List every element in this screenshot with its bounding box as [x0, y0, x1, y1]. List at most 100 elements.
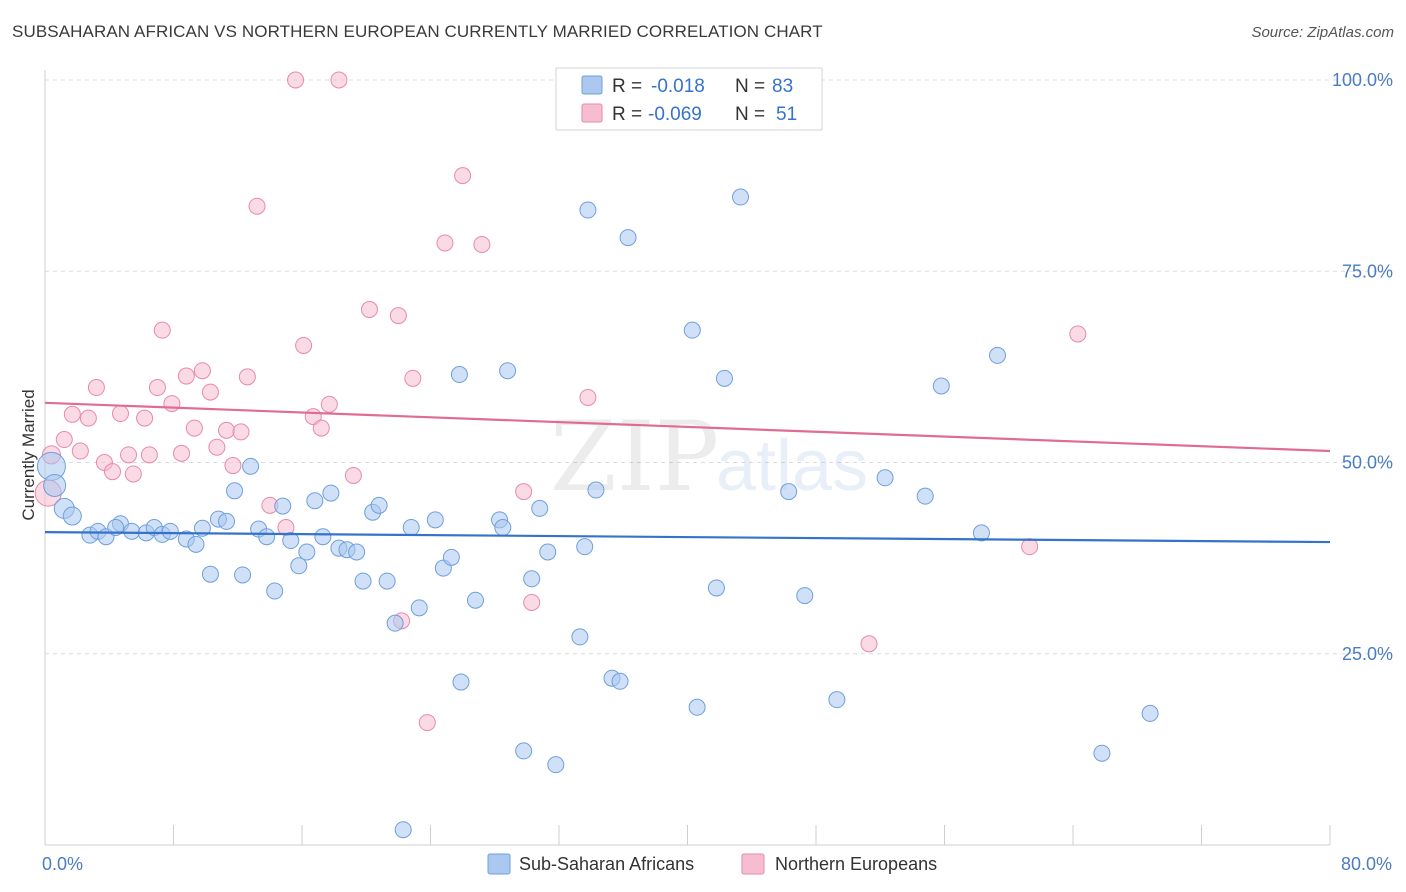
pink-point-36 — [344, 467, 362, 485]
pink-point-35 — [330, 71, 348, 89]
pink-point-40 — [404, 369, 422, 387]
legend-r-value-pink: -0.069 — [648, 104, 702, 125]
pink-point-2 — [55, 431, 73, 449]
blue-point-38 — [370, 496, 388, 514]
blue-point-59 — [576, 538, 594, 556]
bottom-legend-swatch-blue — [487, 853, 511, 875]
legend-n-value-pink: 51 — [776, 104, 797, 125]
blue-point-65 — [683, 321, 701, 339]
blue-point-30 — [306, 492, 324, 510]
pink-point-16 — [163, 395, 181, 413]
bottom-legend-swatch-pink — [741, 853, 765, 875]
legend-n-label-blue: N = — [735, 76, 765, 97]
blue-point-68 — [715, 369, 733, 387]
blue-point-70 — [780, 483, 798, 501]
pink-point-4 — [71, 442, 89, 460]
trend-lines — [44, 401, 1331, 544]
blue-point-47 — [450, 366, 468, 384]
pink-point-41 — [418, 714, 436, 732]
blue-point-64 — [619, 229, 637, 247]
pink-point-49 — [1021, 538, 1039, 556]
trend-line-pink — [44, 401, 1331, 453]
bottom-legend: Sub-Saharan Africans Northern Europeans — [487, 853, 937, 875]
pink-point-30 — [287, 71, 305, 89]
blue-point-76 — [972, 524, 990, 542]
blue-point-63 — [611, 672, 629, 690]
blue-point-57 — [547, 756, 565, 774]
blue-point-53 — [515, 742, 533, 760]
series-northern-europeans — [34, 71, 1087, 732]
blue-point-25 — [266, 582, 284, 600]
blue-point-77 — [989, 346, 1007, 364]
pink-point-46 — [523, 593, 541, 611]
blue-point-28 — [290, 557, 308, 575]
blue-point-72 — [828, 691, 846, 709]
legend-r-label-pink: R = — [612, 104, 642, 125]
blue-point-15 — [187, 535, 205, 553]
pink-point-5 — [79, 409, 97, 427]
y-axis-title: Currently Married — [19, 389, 38, 520]
legend-n-value-blue: 83 — [772, 76, 793, 97]
grid-lines — [45, 79, 1392, 655]
pink-point-15 — [153, 321, 171, 339]
pink-point-17 — [173, 444, 191, 462]
trend-line-blue — [44, 531, 1331, 544]
blue-point-20 — [226, 482, 244, 500]
legend-swatch-pink — [581, 103, 603, 123]
legend-r-label-blue: R = — [612, 76, 642, 97]
blue-point-1 — [43, 473, 67, 497]
chart-source: Source: ZipAtlas.com — [1251, 24, 1394, 41]
blue-point-13 — [161, 522, 179, 540]
blue-point-58 — [571, 628, 589, 646]
pink-point-42 — [436, 234, 454, 252]
pink-point-11 — [124, 465, 142, 483]
blue-point-32 — [322, 484, 340, 502]
blue-point-79 — [1141, 704, 1159, 722]
pink-point-25 — [232, 423, 250, 441]
pink-point-44 — [473, 235, 491, 253]
y-tick-label-3: 100.0% — [1332, 70, 1393, 90]
blue-point-26 — [274, 497, 292, 515]
blue-point-73 — [876, 469, 894, 487]
pink-point-45 — [515, 483, 533, 501]
blue-point-17 — [201, 565, 219, 583]
series-sub-saharan-africans — [36, 188, 1159, 839]
pink-point-47 — [579, 388, 597, 406]
blue-point-66 — [688, 698, 706, 716]
legend-box: R = -0.018 N = 83 R = -0.069 N = 51 — [555, 67, 823, 131]
blue-point-71 — [796, 587, 814, 605]
pink-point-38 — [389, 307, 407, 325]
legend-r-value-blue: -0.018 — [651, 76, 705, 97]
pink-point-8 — [103, 463, 121, 481]
blue-point-42 — [394, 821, 412, 839]
y-tick-label-1: 50.0% — [1342, 453, 1393, 473]
blue-point-22 — [242, 457, 260, 475]
pink-point-12 — [136, 409, 154, 427]
pink-point-3 — [63, 405, 81, 423]
blue-point-43 — [410, 599, 428, 617]
blue-point-61 — [587, 481, 605, 499]
pink-point-33 — [312, 419, 330, 437]
pink-point-43 — [454, 167, 472, 185]
blue-point-24 — [258, 528, 276, 546]
blue-point-9 — [123, 522, 141, 540]
blue-point-60 — [579, 201, 597, 219]
blue-point-78 — [1093, 744, 1111, 762]
pink-point-6 — [87, 379, 105, 397]
blue-point-49 — [466, 591, 484, 609]
y-tick-label-0: 25.0% — [1342, 644, 1393, 664]
pink-point-48 — [860, 635, 878, 653]
pink-point-24 — [224, 457, 242, 475]
legend-swatch-blue — [581, 75, 603, 95]
pink-point-50 — [1069, 325, 1087, 343]
pink-point-21 — [201, 383, 219, 401]
blue-point-31 — [314, 528, 332, 546]
blue-point-36 — [354, 572, 372, 590]
pink-point-10 — [120, 446, 138, 464]
blue-point-75 — [932, 377, 950, 395]
blue-point-19 — [218, 512, 236, 530]
pink-point-19 — [185, 419, 203, 437]
blue-point-52 — [499, 362, 517, 380]
bottom-legend-label-blue: Sub-Saharan Africans — [519, 854, 694, 874]
